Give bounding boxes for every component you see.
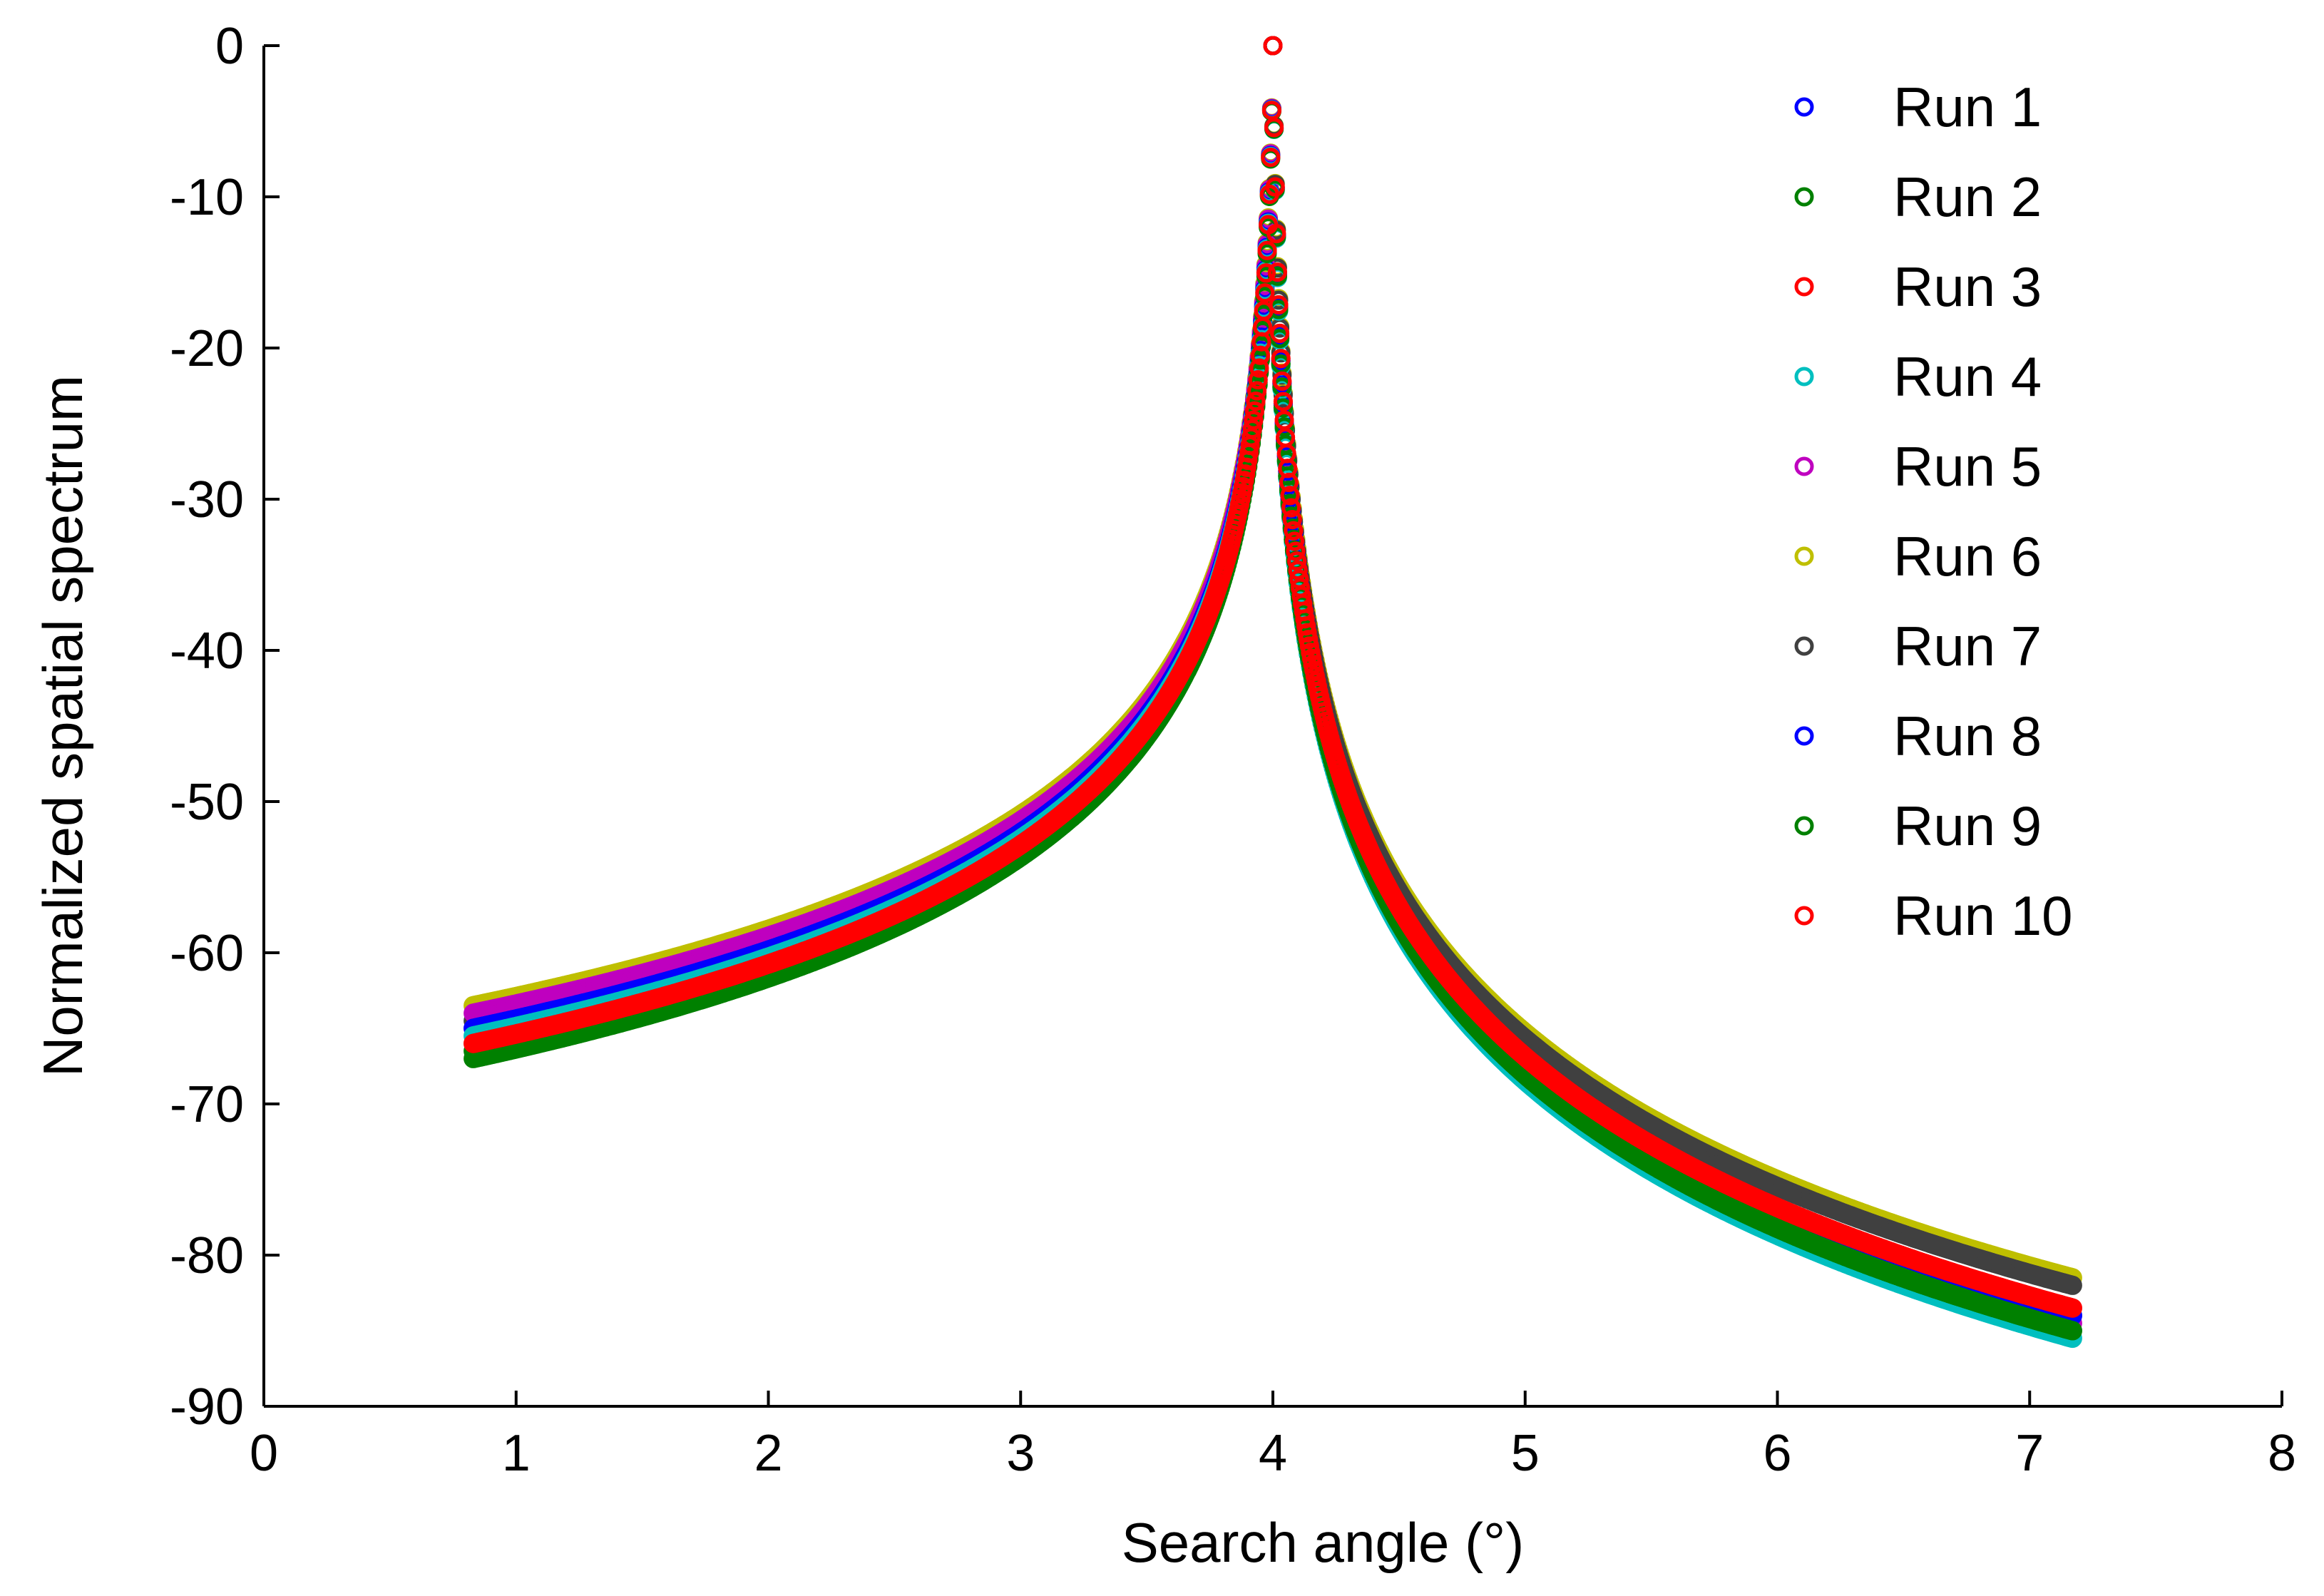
series-layer [464, 36, 2082, 1349]
